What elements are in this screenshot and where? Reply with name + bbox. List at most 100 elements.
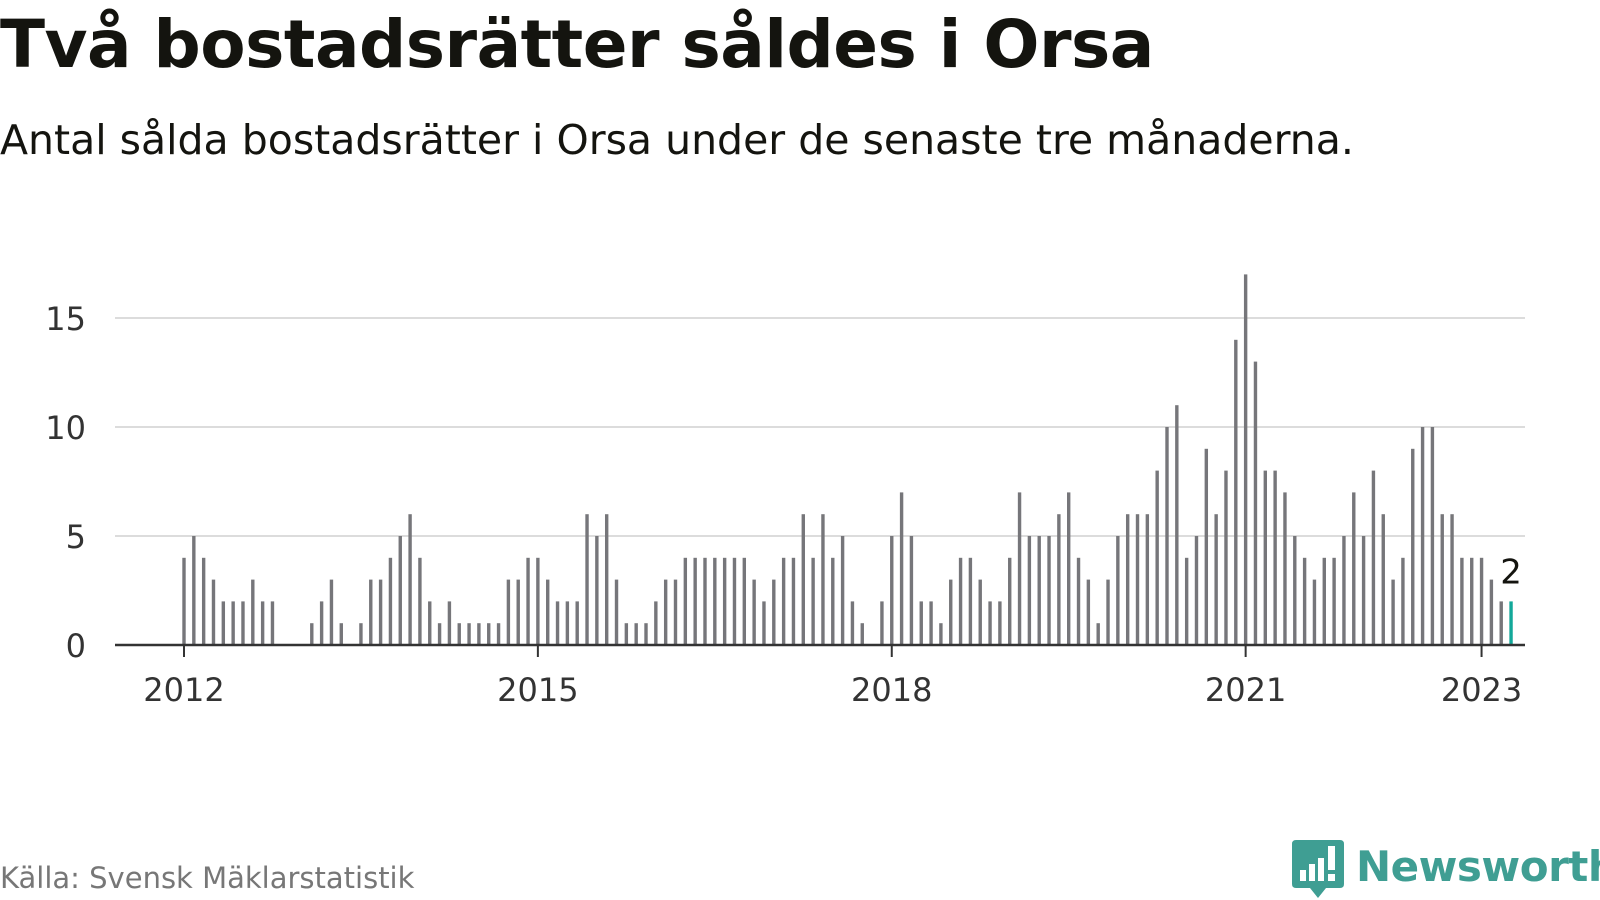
bar (1204, 448, 1209, 645)
bar (1096, 623, 1100, 645)
bar (1352, 492, 1356, 645)
bar (1361, 536, 1366, 645)
bar (890, 536, 894, 645)
bar (565, 601, 570, 645)
bar (487, 623, 491, 645)
bar (801, 514, 805, 645)
bar (241, 601, 245, 645)
bar (506, 579, 511, 645)
bar (840, 536, 845, 645)
bar (1342, 536, 1346, 645)
bar (1243, 274, 1248, 645)
bar (408, 514, 412, 645)
bar (831, 557, 835, 645)
bar (1450, 514, 1454, 645)
x-tick-label: 2021 (1205, 671, 1286, 709)
bar (260, 601, 265, 645)
y-tick-label: 5 (66, 518, 86, 556)
bar (811, 557, 815, 645)
bar (1008, 557, 1012, 645)
bar (1224, 470, 1228, 645)
bar (663, 579, 668, 645)
y-tick-label: 15 (45, 300, 86, 338)
bar (1371, 470, 1376, 645)
x-tick-label: 2018 (851, 671, 932, 709)
bar (1332, 557, 1336, 645)
bar (1194, 536, 1199, 645)
bar (939, 623, 943, 645)
bar (546, 579, 550, 645)
bar (968, 557, 973, 645)
bar (1175, 405, 1179, 645)
bar (536, 557, 540, 645)
bar (1027, 536, 1032, 645)
bar (978, 579, 982, 645)
brand-logo: Newsworthy (1292, 840, 1600, 900)
bar (998, 601, 1002, 645)
bar (1037, 536, 1041, 645)
bar (821, 514, 825, 645)
bar (319, 601, 324, 645)
highlight-value-label: 2 (1500, 552, 1522, 592)
bar (555, 601, 560, 645)
bar (1076, 557, 1081, 645)
bar (1067, 492, 1071, 645)
bar (1273, 470, 1277, 645)
y-tick-label: 0 (66, 627, 86, 665)
bar (1125, 514, 1130, 645)
bar (1155, 470, 1159, 645)
bar (703, 557, 707, 645)
bar (231, 601, 235, 645)
bar (1401, 557, 1405, 645)
bar (1391, 579, 1395, 645)
bar (1440, 514, 1444, 645)
bar (1420, 427, 1425, 645)
bar (1263, 470, 1267, 645)
bar (949, 579, 953, 645)
bar (781, 557, 786, 645)
bar (899, 492, 904, 645)
bar (1470, 557, 1474, 645)
bar (791, 557, 796, 645)
bar (310, 623, 314, 645)
bar (762, 601, 766, 645)
bar (251, 579, 255, 645)
bar (988, 601, 992, 645)
bar (1430, 427, 1435, 645)
bar (1509, 601, 1513, 645)
bar (1047, 536, 1051, 645)
bar (1312, 579, 1317, 645)
bar (575, 601, 579, 645)
bar (614, 579, 619, 645)
bar (604, 514, 609, 645)
bar (958, 557, 963, 645)
bar (654, 601, 658, 645)
bar (1381, 514, 1385, 645)
bar (516, 579, 520, 645)
newsworthy-logo-icon (1292, 840, 1344, 898)
bar (1293, 536, 1297, 645)
bar (1145, 514, 1150, 645)
bar (437, 623, 442, 645)
bar (1116, 536, 1120, 645)
brand-name: Newsworthy (1356, 842, 1600, 891)
x-tick-label: 2015 (497, 671, 578, 709)
bar (1411, 448, 1415, 645)
bar (860, 623, 864, 645)
bar (624, 623, 629, 645)
bar (850, 601, 855, 645)
bar (1479, 557, 1484, 645)
bar (919, 601, 923, 645)
bar (1086, 579, 1091, 645)
bar (418, 557, 422, 645)
bar (1184, 557, 1189, 645)
bar (693, 557, 697, 645)
bar (722, 557, 727, 645)
bar (221, 601, 226, 645)
bar (1302, 557, 1307, 645)
bar (1106, 579, 1110, 645)
bar (673, 579, 678, 645)
page-title: Två bostadsrätter såldes i Orsa (0, 6, 1154, 83)
bar (772, 579, 776, 645)
bar (752, 579, 756, 645)
